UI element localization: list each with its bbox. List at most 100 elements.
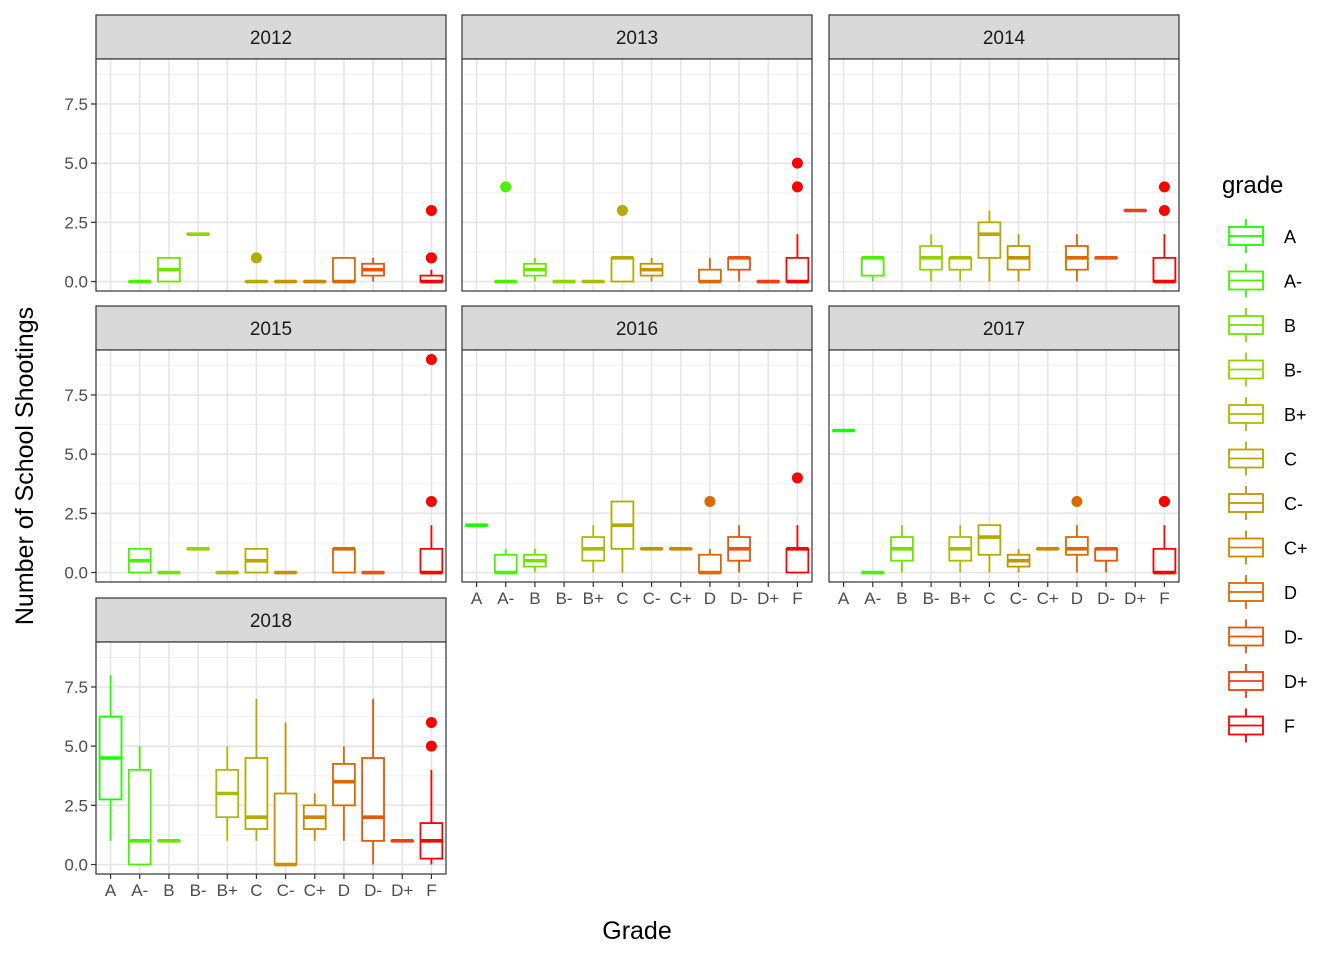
y-tick-label: 7.5 [64, 678, 88, 697]
x-tick-label: C- [643, 589, 661, 608]
facet-strip-label: 2012 [250, 28, 292, 49]
facet-strip-label: 2018 [250, 611, 292, 632]
legend-item-C-: C- [1228, 486, 1303, 520]
panel-border [461, 349, 813, 583]
box-D [332, 746, 356, 841]
box-iqr [419, 547, 444, 574]
x-tick-label: D- [730, 589, 748, 608]
facet-strip-label: 2015 [250, 319, 292, 340]
outlier-point [1158, 496, 1170, 508]
box-D- [361, 698, 385, 865]
box-iqr [332, 763, 356, 807]
facet-strip [828, 14, 1180, 60]
panel-border [461, 58, 813, 292]
box-iqr [1065, 536, 1089, 556]
box-A- [127, 547, 152, 574]
x-tick-label: D- [1097, 589, 1115, 608]
panel-border [95, 349, 447, 583]
legend-item-label: D [1284, 583, 1297, 603]
x-tick-label: D- [364, 881, 382, 900]
panel-border [828, 349, 1180, 583]
box-C [977, 524, 1002, 573]
outlier-point [1158, 181, 1170, 193]
box-D [698, 496, 722, 575]
x-tick-label: B+ [217, 881, 238, 900]
outlier-point [425, 716, 437, 728]
facet-panels: 2012 0.0 2.5 5.0 7.5 2013 2014 2015 0.0 2.5 5.0 7.5… [64, 14, 1180, 900]
legend-item-label: F [1284, 717, 1295, 737]
legend-item-label: B+ [1284, 405, 1307, 425]
box-iqr [977, 221, 1002, 259]
legend-item-label: C [1284, 450, 1297, 470]
box-A [98, 675, 123, 841]
outlier-point [704, 496, 716, 508]
facet-strip [828, 305, 1180, 351]
plot-background [462, 350, 812, 582]
legend-item-label: D+ [1284, 672, 1308, 692]
box-F [1152, 496, 1177, 575]
legend-item-D-: D- [1228, 619, 1303, 654]
x-tick-label: A [838, 589, 850, 608]
outlier-point [616, 205, 628, 217]
y-tick-label: 5.0 [64, 445, 88, 464]
plot-background [96, 350, 446, 582]
legend-item-label: C- [1284, 494, 1303, 514]
box-iqr [698, 553, 722, 574]
box-iqr [860, 256, 885, 277]
facet-strip [95, 305, 447, 351]
facet-panel-2016: 2016 A A- B B- B+ C C- C+ D D- D+ F [461, 305, 813, 608]
x-tick-label: D [338, 881, 350, 900]
box-D [1065, 496, 1089, 573]
box-iqr [977, 524, 1002, 556]
box-C [244, 698, 269, 841]
x-tick-label: F [792, 589, 802, 608]
x-tick-label: A- [497, 589, 514, 608]
x-tick-label: A- [131, 881, 148, 900]
box-C [610, 500, 635, 573]
panel-border [95, 641, 447, 875]
y-tick-label: 0.0 [64, 564, 88, 583]
box-A- [860, 256, 885, 282]
box-F [419, 353, 444, 575]
y-tick-label: 7.5 [64, 95, 88, 114]
box-F [1152, 181, 1177, 284]
box-D- [361, 257, 385, 282]
legend-item-B: B [1228, 308, 1296, 342]
facet-strip [95, 14, 447, 60]
x-tick-label: B+ [950, 589, 971, 608]
legend-item-D+: D+ [1228, 664, 1308, 698]
box-iqr [493, 553, 518, 574]
x-tick-label: D+ [1124, 589, 1146, 608]
x-tick-label: B+ [583, 589, 604, 608]
box-iqr [361, 757, 385, 842]
box-iqr [1152, 547, 1177, 574]
facet-panel-2018: 2018 0.0 2.5 5.0 7.5 A A- B B- B+ C C- C+ D D- D+ F [64, 597, 447, 900]
x-tick-label: C- [1010, 589, 1028, 608]
legend-item-C: C [1228, 441, 1297, 476]
facet-strip [461, 14, 813, 60]
outlier-point [1071, 496, 1083, 508]
panel-border [828, 58, 1180, 292]
x-tick-label: A- [864, 589, 881, 608]
box-iqr [332, 256, 356, 283]
legend-item-B-: B- [1228, 352, 1302, 387]
box-iqr [1152, 256, 1177, 283]
box-D [1065, 234, 1089, 282]
legend-item-C+: C+ [1228, 530, 1308, 565]
box-D- [727, 256, 751, 282]
y-tick-label: 0.0 [64, 273, 88, 292]
box-iqr [127, 768, 152, 866]
outlier-point [425, 740, 437, 752]
box-B+ [948, 256, 973, 282]
box-iqr [273, 792, 298, 866]
box-A- [493, 548, 518, 575]
box-D [332, 547, 356, 574]
facet-strip-label: 2017 [983, 319, 1025, 340]
box-D [332, 256, 356, 284]
legend-item-label: D- [1284, 628, 1303, 648]
box-C [244, 252, 269, 284]
plot-background [829, 350, 1179, 582]
x-tick-label: D+ [391, 881, 413, 900]
facet-strip-label: 2016 [616, 319, 658, 340]
x-tick-label: B [896, 589, 907, 608]
